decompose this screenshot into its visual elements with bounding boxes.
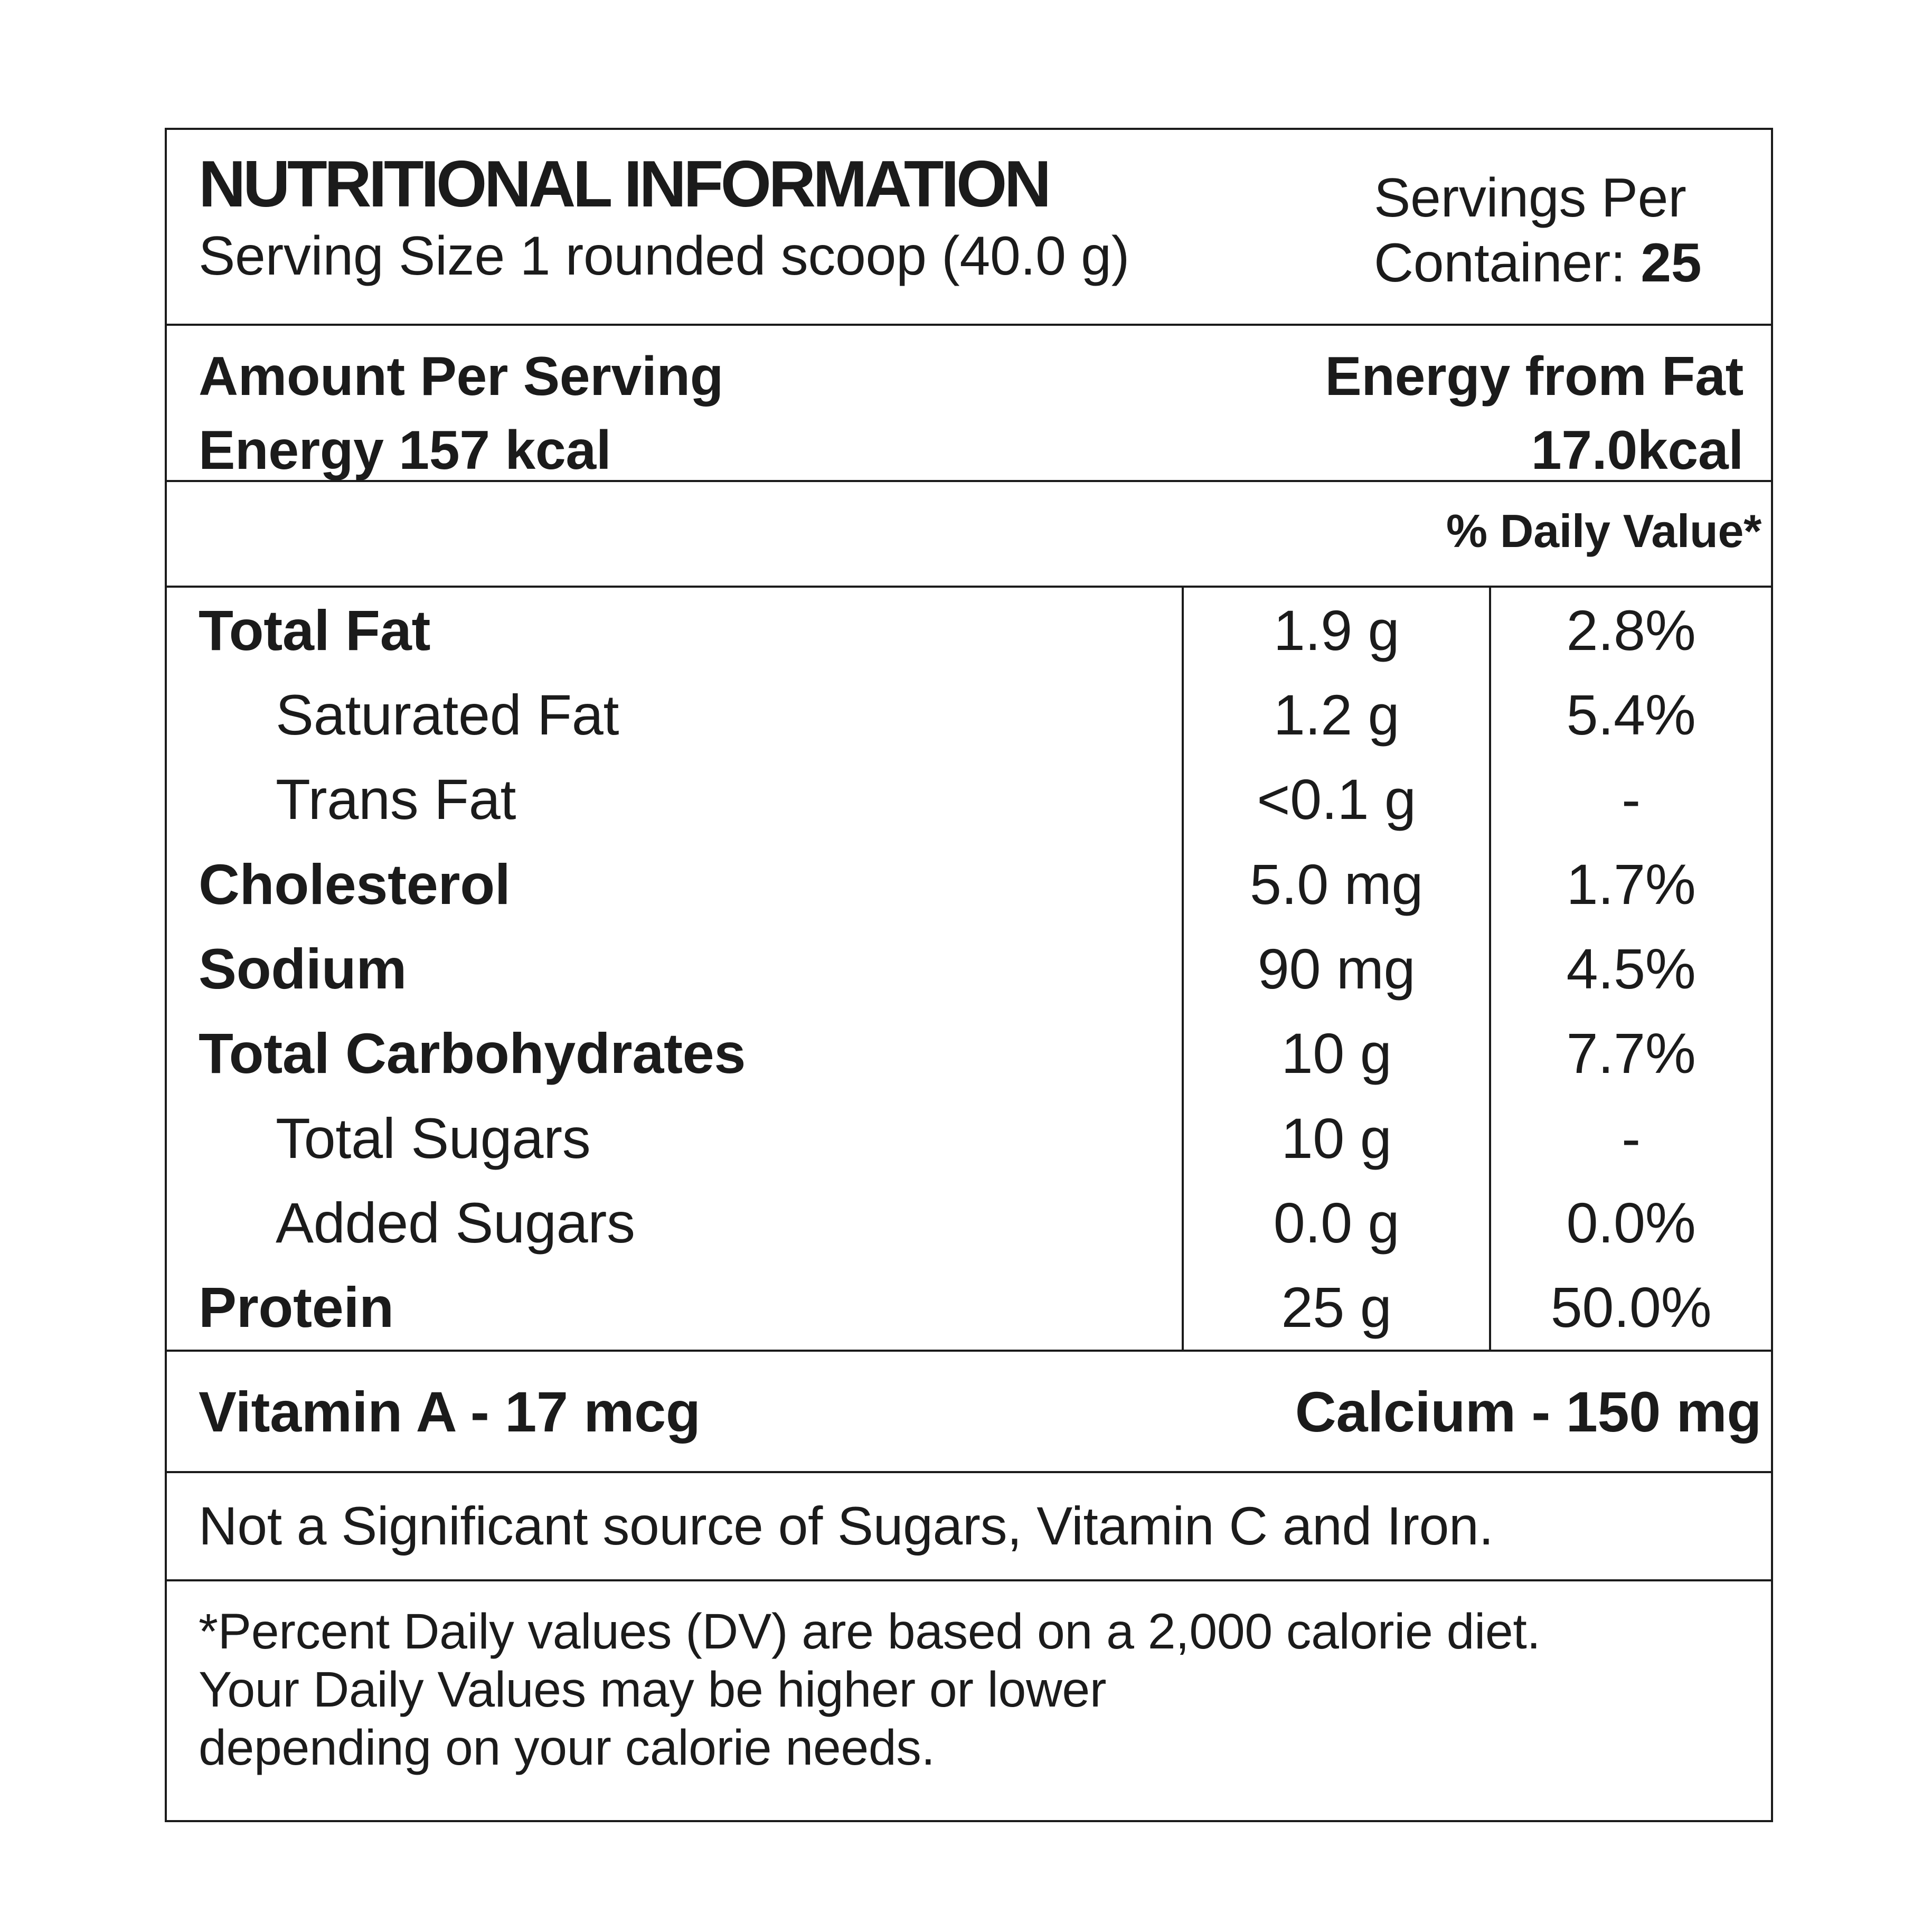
header-left: NUTRITIONAL INFORMATION Serving Size 1 r… (199, 148, 1129, 324)
nutrient-amount: 25 g (1182, 1265, 1491, 1350)
nutrient-name: Total Fat (199, 598, 431, 662)
nutrient-dv: 0.0% (1566, 1190, 1696, 1255)
nutrient-name: Total Carbohydrates (199, 1021, 746, 1086)
nutrient-name: Protein (199, 1275, 394, 1340)
vitamin-a-value: Vitamin A - 17 mcg (199, 1379, 701, 1444)
energy-from-fat-value: 17.0kcal (1531, 420, 1744, 482)
nutrition-facts-label: NUTRITIONAL INFORMATION Serving Size 1 r… (165, 128, 1773, 1822)
nutrient-name: Trans Fat (276, 767, 516, 832)
servings-line-1: Servings Per (1374, 167, 1686, 229)
serving-size-text: Serving Size 1 rounded scoop (40.0 g) (199, 225, 1130, 287)
nutrient-dv: 50.0% (1550, 1275, 1712, 1340)
table-row: Cholesterol 5.0 mg 1.7% (167, 841, 1771, 927)
footnote-line-2: Your Daily Values may be higher or lower (199, 1662, 1107, 1718)
disclaimer-row: Not a Significant source of Sugars, Vita… (167, 1473, 1771, 1581)
table-row: Added Sugars 0.0 g 0.0% (167, 1180, 1771, 1265)
table-row: Saturated Fat 1.2 g 5.4% (167, 672, 1771, 757)
table-row: Sodium 90 mg 4.5% (167, 926, 1771, 1011)
energy-left: Amount Per Serving Energy 157 kcal (199, 340, 723, 481)
label-title: NUTRITIONAL INFORMATION (199, 148, 1051, 221)
nutrient-dv: 4.5% (1566, 936, 1696, 1001)
footnote-line-3: depending on your calorie needs. (199, 1720, 935, 1776)
table-row: Trans Fat <0.1 g - (167, 757, 1771, 842)
nutrient-amount: 10 g (1182, 1095, 1491, 1181)
nutrient-dv: 5.4% (1566, 682, 1696, 747)
servings-container-label: Container: (1374, 232, 1641, 294)
nutrient-name: Sodium (199, 936, 407, 1001)
calcium-value: Calcium - 150 mg (1295, 1379, 1762, 1444)
nutrient-dv: 7.7% (1566, 1021, 1696, 1086)
disclaimer-text: Not a Significant source of Sugars, Vita… (199, 1496, 1494, 1556)
nutrient-name: Cholesterol (199, 852, 511, 916)
nutrient-amount: 90 mg (1182, 926, 1491, 1011)
servings-line-2: Container: 25 (1374, 231, 1743, 296)
nutrient-amount: 5.0 mg (1182, 841, 1491, 927)
servings-count: 25 (1641, 232, 1702, 294)
amount-per-serving-label: Amount Per Serving (199, 346, 723, 407)
footnote-line-1: *Percent Daily values (DV) are based on … (199, 1604, 1541, 1660)
nutrient-amount: 10 g (1182, 1011, 1491, 1096)
nutrient-dv: - (1622, 1106, 1641, 1170)
table-row: Protein 25 g 50.0% (167, 1265, 1771, 1350)
energy-from-fat-label: Energy from Fat (1325, 346, 1743, 407)
servings-per-container: Servings Per Container: 25 (1374, 166, 1743, 324)
nutrient-name: Saturated Fat (276, 682, 619, 747)
nutrient-amount: <0.1 g (1182, 757, 1491, 842)
micronutrients-row: Vitamin A - 17 mcg Calcium - 150 mg (167, 1352, 1771, 1473)
table-row: Total Fat 1.9 g 2.8% (167, 588, 1771, 673)
nutrient-amount: 0.0 g (1182, 1180, 1491, 1265)
nutrient-dv: - (1622, 767, 1641, 832)
label-header: NUTRITIONAL INFORMATION Serving Size 1 r… (167, 130, 1771, 326)
footnote-section: *Percent Daily values (DV) are based on … (167, 1581, 1771, 1820)
daily-value-header: % Daily Value* (167, 482, 1771, 588)
nutrient-dv: 2.8% (1566, 598, 1696, 662)
nutrient-dv: 1.7% (1566, 852, 1696, 916)
nutrient-amount: 1.9 g (1182, 588, 1491, 673)
nutrient-name: Total Sugars (276, 1106, 591, 1170)
table-row: Total Carbohydrates 10 g 7.7% (167, 1011, 1771, 1096)
energy-section: Amount Per Serving Energy 157 kcal Energ… (167, 326, 1771, 482)
table-row: Total Sugars 10 g - (167, 1095, 1771, 1181)
energy-value: Energy 157 kcal (199, 420, 611, 482)
energy-right: Energy from Fat 17.0kcal (1325, 340, 1743, 481)
nutrient-amount: 1.2 g (1182, 672, 1491, 757)
nutrient-name: Added Sugars (276, 1190, 635, 1255)
nutrient-table: Total Fat 1.9 g 2.8% Saturated Fat 1.2 g… (167, 588, 1771, 1352)
